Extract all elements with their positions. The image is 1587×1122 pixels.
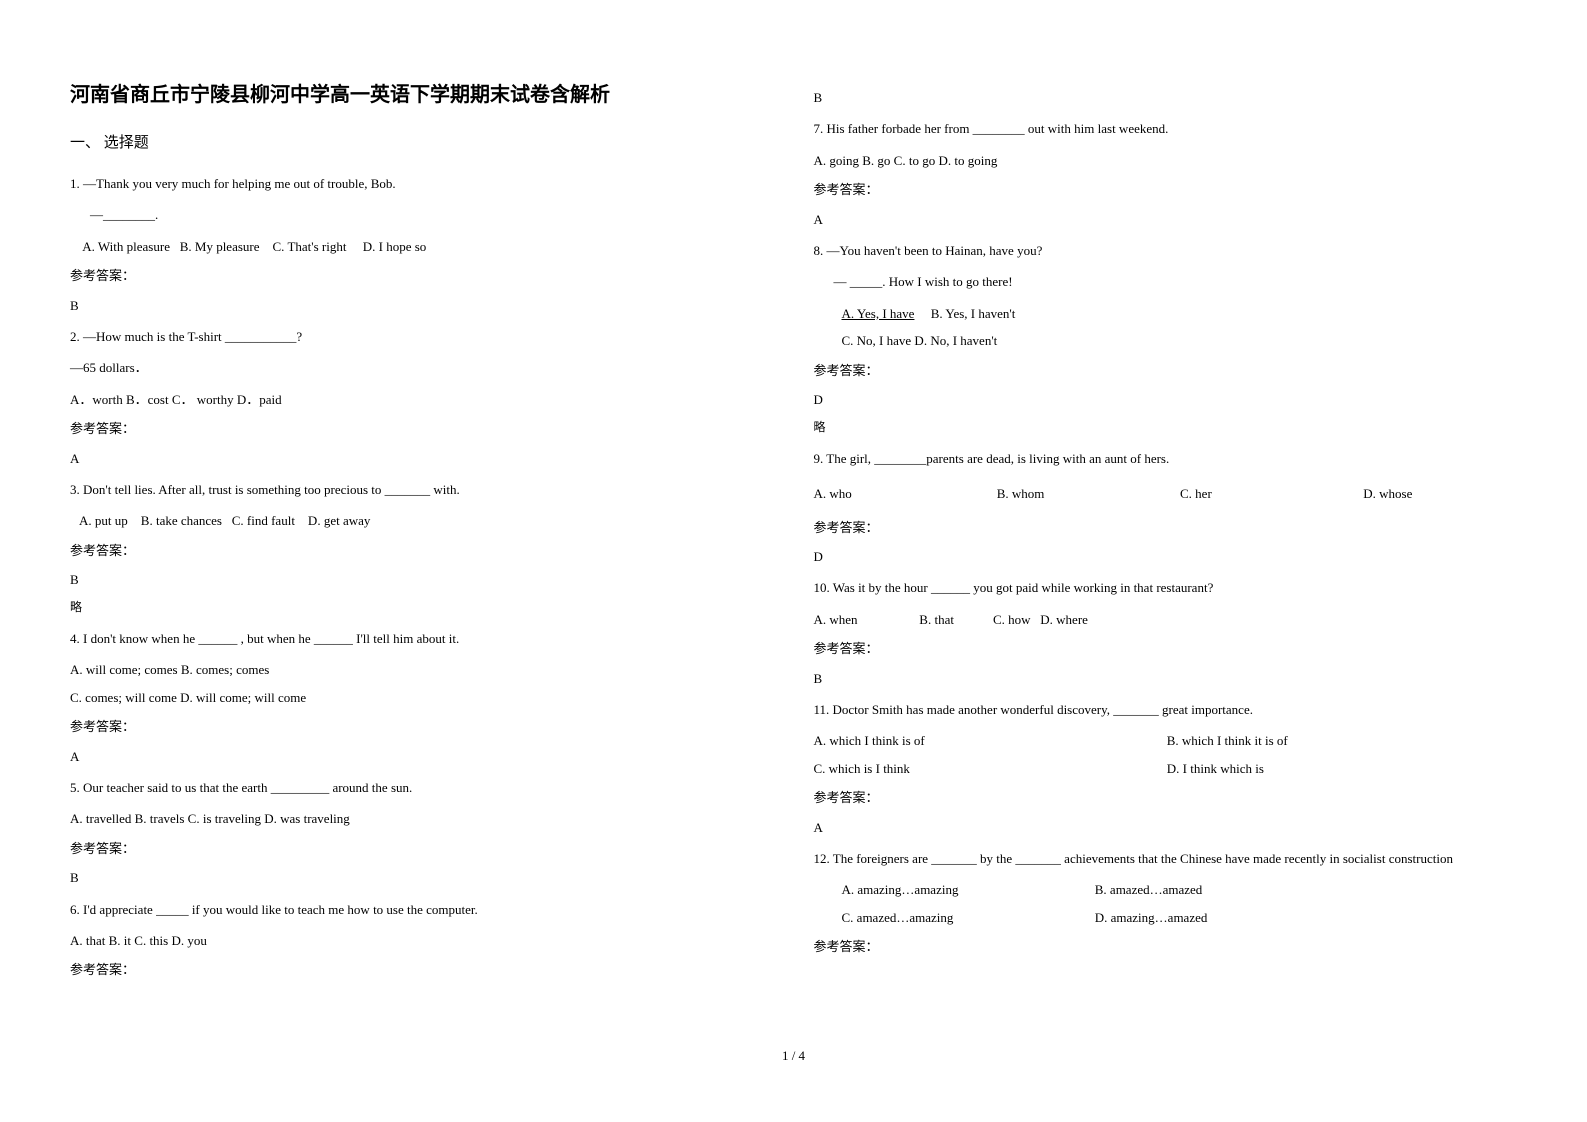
q9-ans: D [814,545,1518,568]
left-column: 河南省商丘市宁陵县柳河中学高一英语下学期期末试卷含解析 一、 选择题 1. —T… [70,80,774,988]
q9-label: 参考答案： [814,516,1518,539]
q3-text: 3. Don't tell lies. After all, trust is … [70,478,774,501]
q3-label: 参考答案： [70,539,774,562]
q8-sub: — _____. How I wish to go there! [834,270,1518,293]
q5-text: 5. Our teacher said to us that the earth… [70,776,774,799]
page-footer: 1 / 4 [0,1028,1587,1084]
q9-text: 9. The girl, ________parents are dead, i… [814,447,1518,470]
q4-opts2: C. comes; will come D. will come; will c… [70,686,774,709]
q12-opts2b: D. amazing…amazed [1095,910,1208,925]
q5-opts: A. travelled B. travels C. is traveling … [70,807,774,830]
q11-opts2a: C. which is I think [814,757,1164,780]
q2-label: 参考答案： [70,417,774,440]
q11-opts1a: A. which I think is of [814,729,1164,752]
q3-opts: A. put up B. take chances C. find fault … [70,509,774,532]
q8-opts2: C. No, I have D. No, I haven't [842,329,1518,352]
q1-ans: B [70,294,774,317]
q8-label: 参考答案： [814,359,1518,382]
q9-optB: B. whom [997,482,1177,505]
q6-opts: A. that B. it C. this D. you [70,929,774,952]
q1-opts: A. With pleasure B. My pleasure C. That'… [70,235,774,258]
q2-ans: A [70,447,774,470]
q6-label: 参考答案： [70,958,774,981]
q8-note: 略 [814,417,1518,439]
q4-label: 参考答案： [70,715,774,738]
q8-ans: D [814,388,1518,411]
q11-label: 参考答案： [814,786,1518,809]
q1-label: 参考答案： [70,264,774,287]
q1-sub: —________. [90,203,774,226]
exam-title: 河南省商丘市宁陵县柳河中学高一英语下学期期末试卷含解析 [70,80,774,110]
page-container: 河南省商丘市宁陵县柳河中学高一英语下学期期末试卷含解析 一、 选择题 1. —T… [0,0,1587,1028]
q9-optC: C. her [1180,482,1360,505]
right-column: B 7. His father forbade her from _______… [814,80,1518,988]
q1-text: 1. —Thank you very much for helping me o… [70,172,774,195]
q9-opts: A. who B. whom C. her D. whose [814,482,1518,505]
q7-label: 参考答案： [814,178,1518,201]
q2-sub: —65 dollars． [70,356,774,379]
q12-label: 参考答案： [814,935,1518,958]
q9-optD: D. whose [1363,482,1412,505]
q3-ans: B [70,568,774,591]
q11-ans: A [814,816,1518,839]
q2-opts: A．worth B．cost C． worthy D．paid [70,388,774,411]
section-header: 一、 选择题 [70,130,774,157]
q2-text: 2. —How much is the T-shirt ___________? [70,325,774,348]
q12-opts1a: A. amazing…amazing [842,878,1092,901]
q12-opts2a: C. amazed…amazing [842,906,1092,929]
q10-ans: B [814,667,1518,690]
q6-text: 6. I'd appreciate _____ if you would lik… [70,898,774,921]
q4-opts1: A. will come; comes B. comes; comes [70,658,774,681]
q9-optA: A. who [814,482,994,505]
q10-opts: A. when B. that C. how D. where [814,608,1518,631]
q4-text: 4. I don't know when he ______ , but whe… [70,627,774,650]
q7-ans: A [814,208,1518,231]
q8-opts1-underline: A. Yes, I have [842,306,915,321]
q8-opts1-rest: B. Yes, I haven't [914,306,1015,321]
q8-text: 8. —You haven't been to Hainan, have you… [814,239,1518,262]
q12-opts1: A. amazing…amazing B. amazed…amazed [842,878,1518,901]
q6-ans: B [814,86,1518,109]
q11-opts2b: D. I think which is [1167,761,1264,776]
q10-text: 10. Was it by the hour ______ you got pa… [814,576,1518,599]
q5-label: 参考答案： [70,837,774,860]
q11-opts1b: B. which I think it is of [1167,733,1288,748]
q7-opts: A. going B. go C. to go D. to going [814,149,1518,172]
q8-opts1: A. Yes, I have B. Yes, I haven't [842,302,1518,325]
q10-label: 参考答案： [814,637,1518,660]
q12-text: 12. The foreigners are _______ by the __… [814,847,1518,870]
q5-ans: B [70,866,774,889]
q11-opts1: A. which I think is of B. which I think … [814,729,1518,752]
q7-text: 7. His father forbade her from ________ … [814,117,1518,140]
q3-note: 略 [70,597,774,619]
q12-opts1b: B. amazed…amazed [1095,882,1203,897]
q11-opts2: C. which is I think D. I think which is [814,757,1518,780]
q4-ans: A [70,745,774,768]
q11-text: 11. Doctor Smith has made another wonder… [814,698,1518,721]
q12-opts2: C. amazed…amazing D. amazing…amazed [842,906,1518,929]
